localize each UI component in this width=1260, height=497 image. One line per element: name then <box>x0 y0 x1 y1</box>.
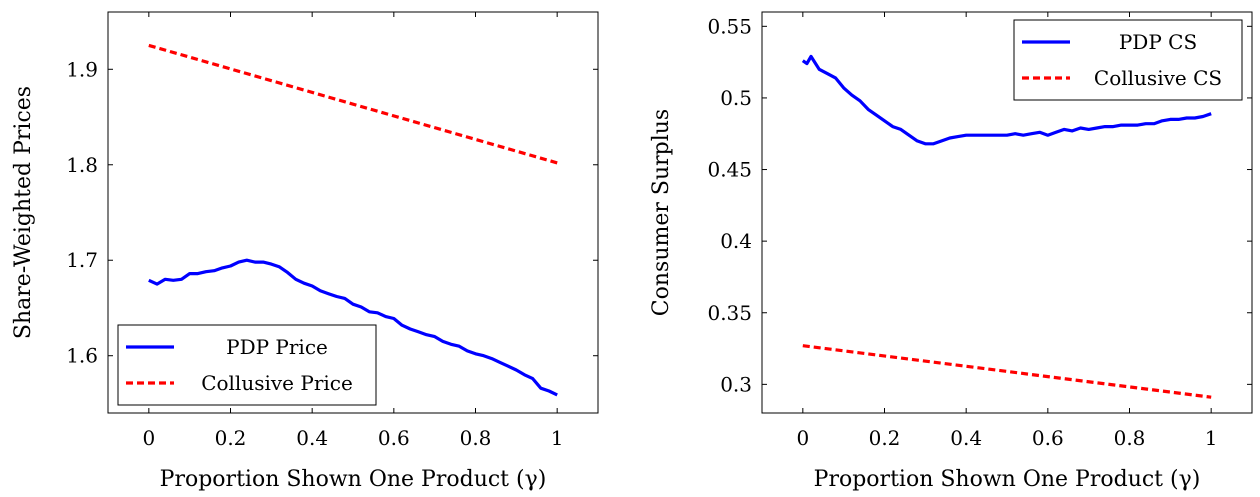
y-axis-title: Share-Weighted Prices <box>11 86 36 339</box>
legend-label-2: Collusive Price <box>201 371 353 395</box>
y-tick-label: 1.8 <box>66 153 98 177</box>
x-axis-title: Proportion Shown One Product (γ) <box>160 467 547 492</box>
x-tick-label: 0 <box>142 426 155 450</box>
x-tick-label: 0.4 <box>950 426 982 450</box>
x-tick-label: 0.2 <box>869 426 901 450</box>
series-line-2 <box>802 344 1212 399</box>
x-tick-label: 0.2 <box>215 426 247 450</box>
y-tick-label: 0.35 <box>707 301 752 325</box>
y-tick-label: 1.6 <box>66 344 98 368</box>
x-tick-label: 1 <box>551 426 564 450</box>
y-axis-title: Consumer Surplus <box>649 109 674 316</box>
plot-frame <box>107 11 599 414</box>
x-tick-label: 0.4 <box>296 426 328 450</box>
legend-label-1: PDP Price <box>226 335 328 359</box>
y-tick-label: 0.5 <box>720 86 752 110</box>
legend-label-1: PDP CS <box>1119 30 1197 54</box>
y-tick-label: 0.55 <box>707 14 752 38</box>
legend-box <box>1013 19 1243 101</box>
y-tick-label: 1.9 <box>66 57 98 81</box>
x-tick-label: 0.8 <box>1114 426 1146 450</box>
plot-frame <box>761 11 1253 414</box>
legend-box <box>117 324 377 406</box>
x-tick-label: 0 <box>796 426 809 450</box>
legend-label-2: Collusive CS <box>1094 66 1222 90</box>
x-tick-label: 0.6 <box>378 426 410 450</box>
legend: PDP Price Collusive Price <box>117 324 377 406</box>
series-line-1 <box>148 258 558 397</box>
x-tick-label: 0.6 <box>1032 426 1064 450</box>
series-line-2 <box>148 43 558 165</box>
legend: PDP CS Collusive CS <box>1013 19 1243 101</box>
y-tick-label: 0.4 <box>720 229 752 253</box>
y-tick-label: 0.45 <box>707 158 752 182</box>
y-tick-label: 0.3 <box>720 372 752 396</box>
x-tick-label: 1 <box>1205 426 1218 450</box>
chart-panel-left: 0 0.2 0.4 0.6 0.8 1 1.6 1.7 1.8 1.9 Proportion Sho… <box>11 11 599 492</box>
x-axis-title: Proportion Shown One Product (γ) <box>814 467 1201 492</box>
series-line-1 <box>801 54 1212 146</box>
y-tick-label: 1.7 <box>66 248 98 272</box>
chart-panel-right: 0 0.2 0.4 0.6 0.8 1 0.3 0.35 0.4 0.45 0.5 0.55 Propo… <box>649 11 1253 492</box>
x-tick-label: 0.8 <box>460 426 492 450</box>
